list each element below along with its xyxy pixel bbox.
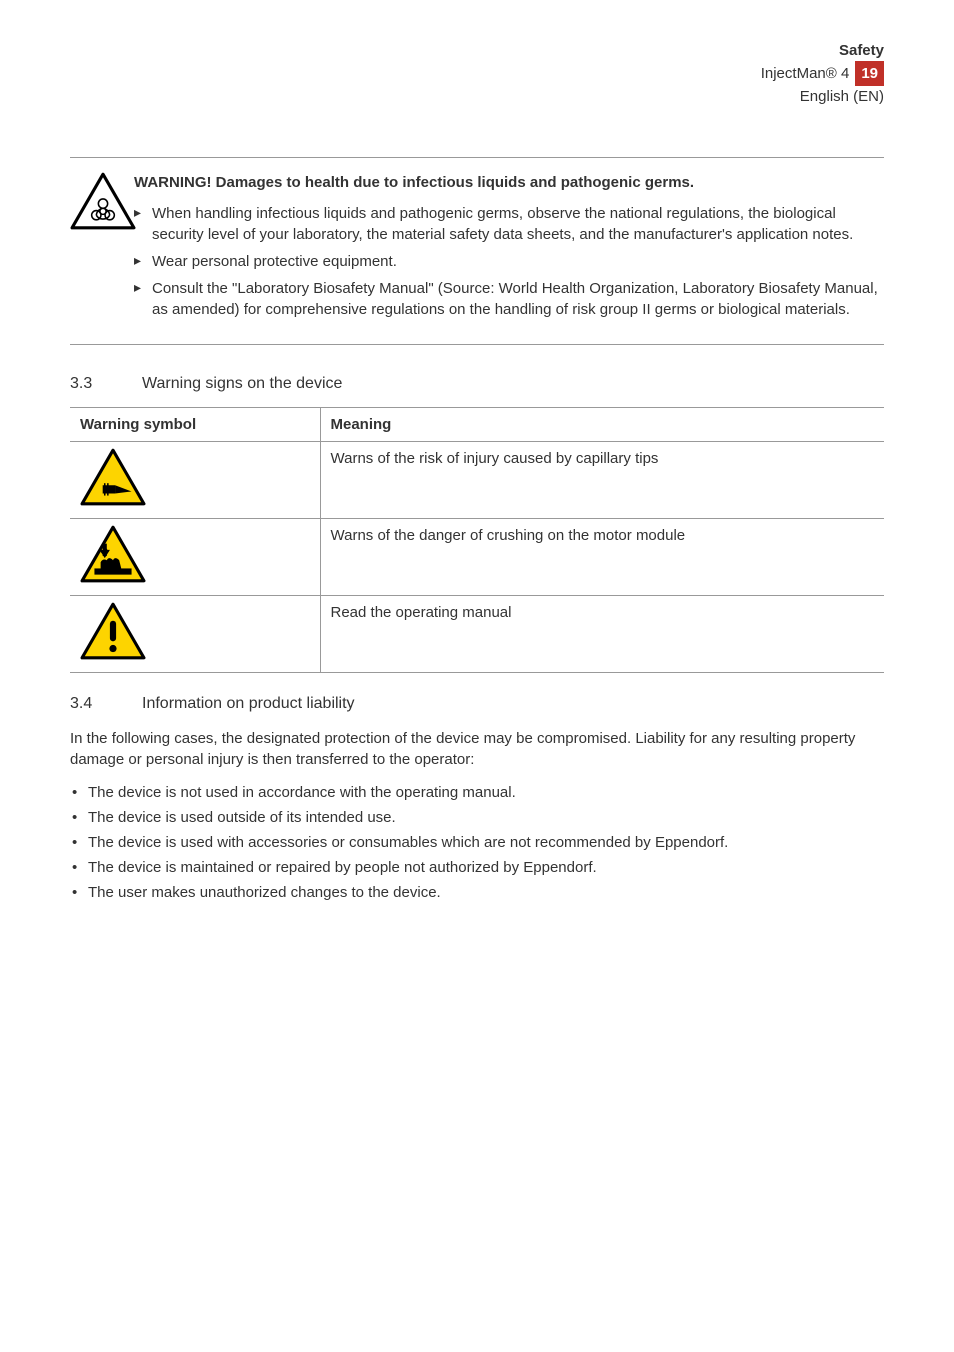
table-header-meaning: Meaning (320, 408, 884, 442)
table-cell-meaning: Warns of the danger of crushing on the m… (320, 519, 884, 596)
read-manual-warning-icon (70, 596, 320, 673)
liability-item: The device is used with accessories or c… (70, 832, 884, 853)
header-product: InjectMan® 4 (761, 63, 850, 84)
page-header: Safety InjectMan® 4 19 English (EN) (70, 40, 884, 107)
warning-signs-table: Warning symbol Meaning Warns of the risk… (70, 407, 884, 673)
biohazard-warning-icon (70, 172, 122, 236)
liability-item: The device is maintained or repaired by … (70, 857, 884, 878)
warning-item: Wear personal protective equipment. (134, 251, 884, 272)
section-number: 3.4 (70, 693, 142, 715)
warning-title: WARNING! Damages to health due to infect… (134, 172, 884, 193)
section-heading: 3.4 Information on product liability (70, 693, 884, 715)
liability-item: The user makes unauthorized changes to t… (70, 882, 884, 903)
liability-paragraph: In the following cases, the designated p… (70, 728, 884, 770)
table-row: Warns of the risk of injury caused by ca… (70, 442, 884, 519)
table-cell-meaning: Warns of the risk of injury caused by ca… (320, 442, 884, 519)
page-number: 19 (855, 61, 884, 86)
header-lang: English (EN) (800, 86, 884, 107)
table-header-symbol: Warning symbol (70, 408, 320, 442)
capillary-warning-icon (70, 442, 320, 519)
warning-list: When handling infectious liquids and pat… (134, 203, 884, 320)
section-title: Information on product liability (142, 693, 355, 715)
liability-item: The device is not used in accordance wit… (70, 782, 884, 803)
warning-item: Consult the "Laboratory Biosafety Manual… (134, 278, 884, 320)
table-row: Read the operating manual (70, 596, 884, 673)
warning-block: WARNING! Damages to health due to infect… (70, 157, 884, 345)
table-cell-meaning: Read the operating manual (320, 596, 884, 673)
liability-item: The device is used outside of its intend… (70, 807, 884, 828)
crushing-warning-icon (70, 519, 320, 596)
section-heading: 3.3 Warning signs on the device (70, 373, 884, 395)
section-number: 3.3 (70, 373, 142, 395)
section-title: Warning signs on the device (142, 373, 342, 395)
table-row: Warns of the danger of crushing on the m… (70, 519, 884, 596)
warning-text: WARNING! Damages to health due to infect… (134, 172, 884, 326)
warning-item: When handling infectious liquids and pat… (134, 203, 884, 245)
liability-list: The device is not used in accordance wit… (70, 782, 884, 903)
header-safety: Safety (839, 40, 884, 61)
